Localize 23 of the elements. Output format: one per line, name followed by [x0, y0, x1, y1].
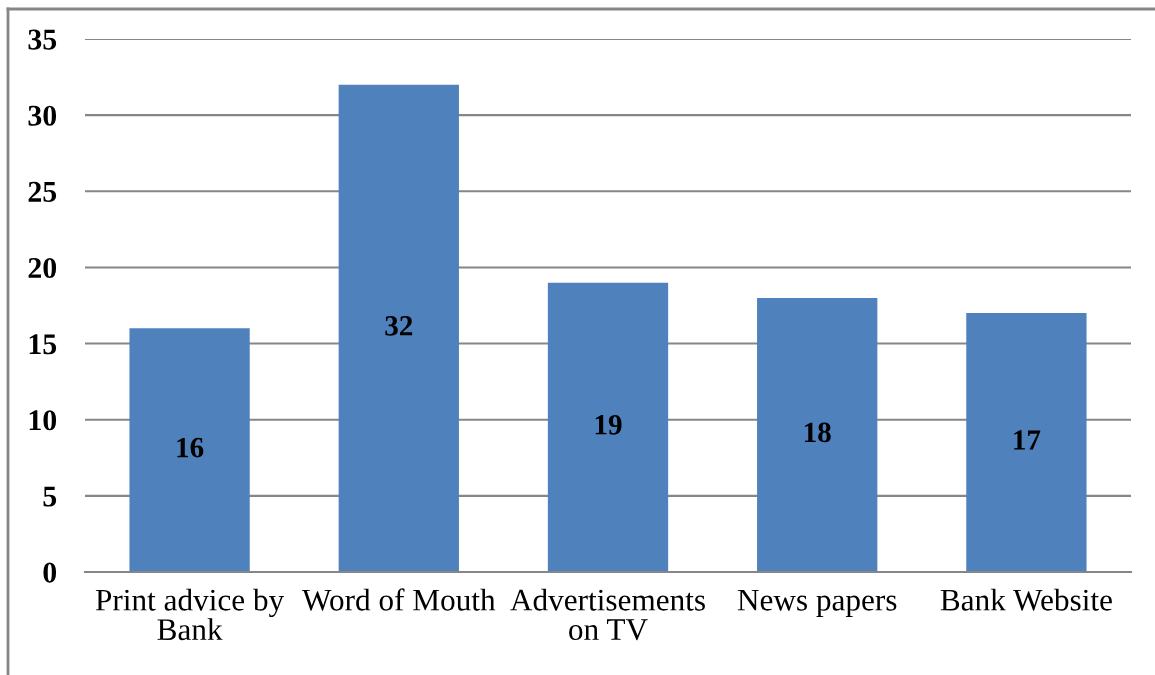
bar — [129, 328, 250, 572]
bar — [966, 313, 1087, 572]
y-tick-label: 25 — [28, 181, 57, 202]
bar — [547, 282, 669, 572]
x-tick-label: News papers — [737, 589, 897, 618]
y-tick-label: 5 — [43, 486, 57, 507]
data-label: 18 — [804, 422, 831, 443]
bar — [757, 297, 878, 572]
data-label: 19 — [595, 415, 622, 435]
x-tick-label: Print advice by Bank — [95, 588, 285, 641]
data-label: 17 — [1014, 430, 1041, 450]
y-tick-label: 15 — [29, 334, 57, 355]
x-tick-label: Bank Website — [940, 588, 1112, 611]
y-tick-label: 10 — [29, 410, 57, 431]
x-tick-label: Word of Mouth — [302, 588, 496, 611]
bar — [338, 84, 459, 572]
y-tick-label: 0 — [43, 562, 57, 583]
y-tick-label: 35 — [28, 29, 57, 50]
data-label: 32 — [385, 316, 413, 336]
y-tick-label: 30 — [28, 105, 57, 126]
data-label: 16 — [177, 437, 204, 458]
y-tick-label: 20 — [28, 257, 57, 279]
x-tick-label: Advertisements on TV — [510, 588, 705, 641]
